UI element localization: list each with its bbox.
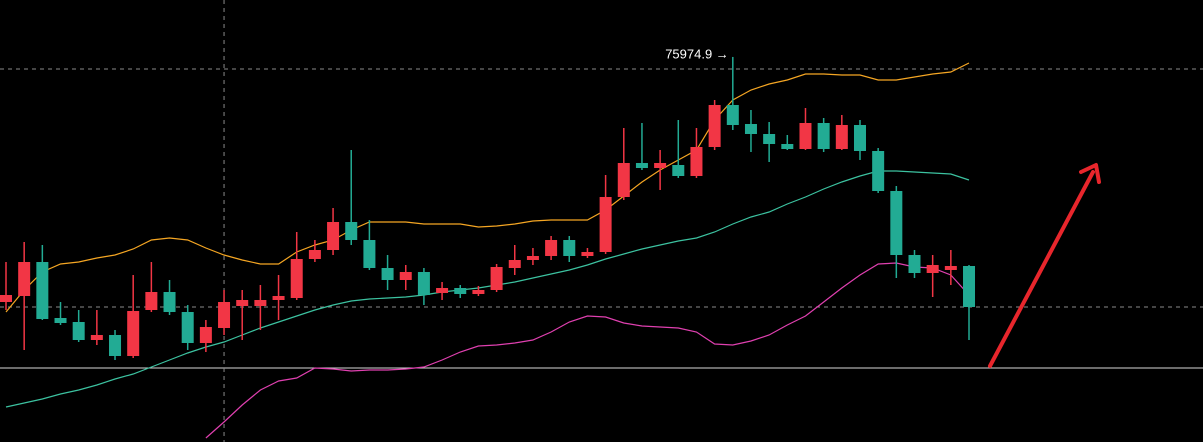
candle-body	[635, 163, 648, 168]
candle-body	[690, 147, 703, 176]
candle-body	[345, 222, 358, 240]
candle-body	[599, 197, 612, 252]
candle-body	[472, 290, 485, 294]
candle-body	[363, 240, 376, 268]
candle-body	[54, 318, 67, 323]
candle-body	[290, 259, 303, 298]
candle-body	[327, 222, 340, 250]
ma-line	[5, 62, 970, 313]
candle-body	[508, 260, 521, 268]
candle-body	[817, 123, 830, 149]
candle-body	[781, 144, 794, 149]
candle-body	[944, 266, 957, 270]
candle-body	[963, 266, 976, 307]
candle-body	[744, 124, 757, 134]
ma-line	[205, 262, 970, 439]
candle-body	[218, 302, 231, 328]
candle-body	[0, 295, 12, 302]
candle-body	[199, 327, 212, 343]
candle-body	[72, 322, 85, 340]
candle-body	[835, 125, 848, 149]
candle-body	[145, 292, 158, 310]
candle-body	[908, 255, 921, 273]
candle-body	[581, 252, 594, 256]
candle-body	[526, 256, 539, 260]
candle-body	[163, 292, 176, 312]
candle-body	[454, 288, 467, 294]
arrow-head	[1079, 163, 1101, 184]
candle-body	[399, 272, 412, 280]
high-annotation: 75974.9 →	[665, 46, 729, 61]
candle-body	[90, 335, 103, 340]
candle-body	[381, 268, 394, 280]
candle-body	[890, 191, 903, 255]
candle-body	[926, 265, 939, 273]
candle-body	[181, 312, 194, 343]
candle-body	[654, 163, 667, 168]
candle-body	[254, 300, 267, 306]
candle-body	[109, 335, 122, 356]
candle-body	[708, 105, 721, 147]
candle-body	[617, 163, 630, 197]
candle-body	[799, 123, 812, 149]
candle-body	[763, 134, 776, 144]
candle-body	[127, 311, 140, 356]
arrow-shaft	[988, 170, 1095, 368]
candle-body	[18, 262, 31, 296]
candle-body	[490, 267, 503, 290]
candle-body	[272, 296, 285, 300]
candle-body	[853, 125, 866, 151]
candle-body	[872, 151, 885, 191]
candle-body	[436, 288, 449, 293]
candle-body	[308, 250, 321, 259]
candle-body	[545, 240, 558, 256]
candle-body	[563, 240, 576, 256]
arrow	[988, 163, 1101, 368]
candle-body	[36, 262, 49, 319]
candle-body	[672, 165, 685, 176]
ma-line	[5, 170, 970, 408]
candle-body	[726, 105, 739, 125]
candle-body	[236, 300, 249, 306]
candle-body	[417, 272, 430, 295]
